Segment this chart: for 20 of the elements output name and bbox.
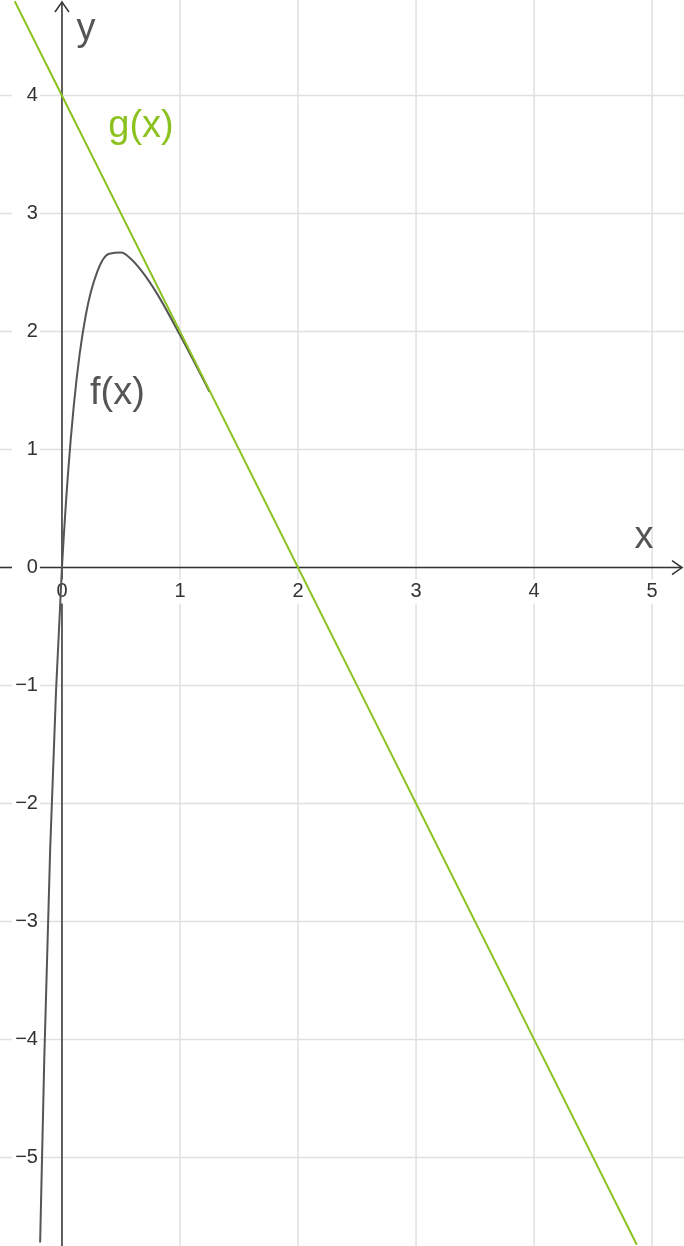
x-axis-title: x xyxy=(634,513,654,556)
y-tick-label: −5 xyxy=(15,1144,38,1167)
y-tick-label: 0 xyxy=(26,554,38,577)
y-axis-title: y xyxy=(76,6,96,49)
y-tick-label: −1 xyxy=(15,672,38,695)
line-series xyxy=(39,251,211,1244)
x-tick-label: 5 xyxy=(646,578,658,601)
y-tick-label: 1 xyxy=(26,436,38,459)
series-label: f(x) xyxy=(90,370,145,413)
y-tick-label: 2 xyxy=(26,318,38,341)
x-tick-label: 2 xyxy=(292,578,304,601)
y-tick-label: −3 xyxy=(15,908,38,931)
series-label: g(x) xyxy=(108,103,174,146)
x-tick-label: 1 xyxy=(174,578,186,601)
x-tick-label: 3 xyxy=(410,578,422,601)
y-tick-label: −2 xyxy=(15,790,38,813)
y-tick-label: −4 xyxy=(15,1026,38,1049)
x-tick-label: 4 xyxy=(528,578,540,601)
y-tick-label: 3 xyxy=(26,200,38,223)
y-tick-label: 4 xyxy=(26,82,38,105)
